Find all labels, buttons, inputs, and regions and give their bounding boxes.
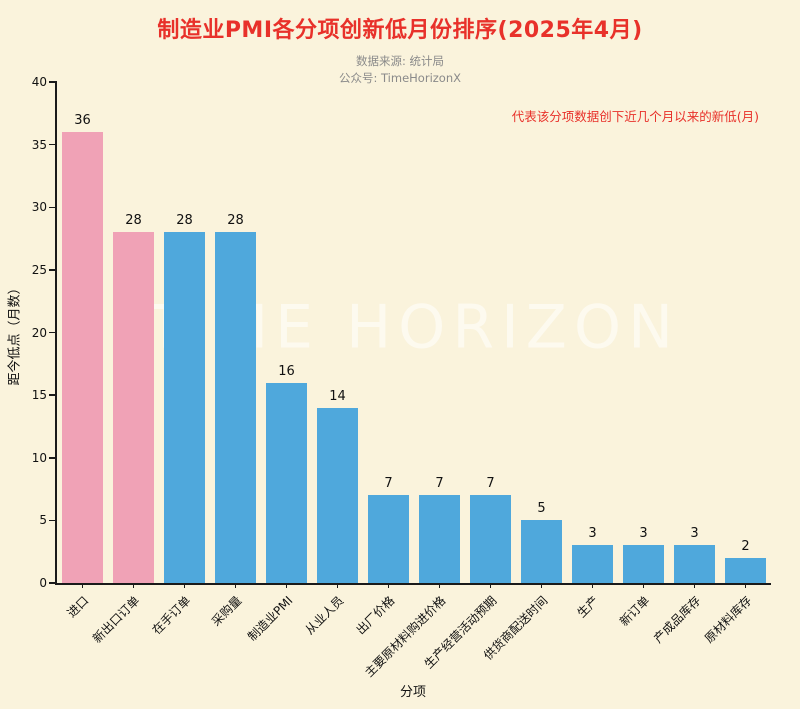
y-tick-label: 40 [31, 75, 47, 89]
bar-value-label: 7 [486, 476, 495, 492]
bar-value-label: 5 [537, 501, 546, 517]
y-tick-label: 0 [39, 576, 47, 590]
x-tick-label: 新订单 [617, 593, 653, 629]
plot-area: TIME HORIZON 代表该分项数据创下近几个月以来的新低(月) 36 28 2… [32, 75, 771, 680]
bar-value-label: 28 [227, 213, 244, 229]
x-tick-label: 产成品库存 [651, 593, 704, 646]
x-tick-mark [438, 583, 441, 588]
bar-value-label: 3 [588, 526, 597, 542]
bar-value-label: 16 [278, 363, 295, 379]
y-tick-label: 35 [31, 137, 47, 152]
x-tick-label: 制造业PMI [245, 593, 296, 644]
y-tick-mark [49, 457, 57, 459]
bar [419, 495, 460, 583]
bar [62, 132, 103, 583]
bars-container: 36 28 28 28 16 14 7 7 7 5 3 3 3 2 [57, 82, 771, 583]
y-tick-mark [49, 582, 57, 584]
x-tick-mark [183, 583, 186, 588]
y-tick-label: 5 [39, 513, 47, 528]
x-tick-mark [336, 583, 339, 588]
subtitle-source: 数据来源: 统计局 [355, 54, 445, 68]
x-tick-label: 原材料库存 [702, 593, 755, 646]
bar [266, 382, 307, 583]
x-tick-mark [489, 583, 492, 588]
y-tick-label: 30 [31, 200, 47, 215]
bar [317, 407, 358, 583]
x-tick-mark [591, 583, 594, 588]
y-axis-label-text: 距今低点（月数） [7, 281, 23, 386]
bar-value-label: 7 [435, 476, 444, 492]
bar [164, 232, 205, 583]
bar [623, 545, 664, 583]
x-axis-ticks: 进口 新出口订单 在手订单 采购量 制造业PMI 从业人员 出厂价格 主要原材料购进价格 生产经… [57, 583, 771, 680]
annotation-note: 代表该分项数据创下近几个月以来的新低(月) [511, 109, 759, 124]
bar [674, 545, 715, 583]
x-tick-mark [387, 583, 390, 588]
subtitle-account: 公众号: TimeHorizonX [338, 71, 462, 86]
x-tick-mark [693, 583, 696, 588]
y-tick-mark [49, 331, 57, 334]
y-tick-mark [49, 519, 57, 522]
y-tick-label: 15 [31, 388, 47, 403]
chart-title: 制造业PMI各分项创新低月份排序(2025年4月) [157, 18, 643, 43]
x-tick-label: 进口 [64, 593, 92, 621]
y-tick-mark [49, 394, 57, 396]
bar-value-label: 14 [329, 388, 346, 404]
y-tick-label: 10 [31, 450, 47, 465]
x-tick-label: 采购量 [209, 593, 245, 629]
x-tick-label: 在手订单 [149, 593, 194, 638]
bar [572, 545, 613, 583]
y-tick-mark [49, 206, 57, 208]
x-tick-mark [540, 583, 543, 588]
y-tick-mark [49, 143, 57, 146]
x-tick-mark [285, 583, 288, 588]
x-tick-label: 从业人员 [302, 593, 347, 638]
y-axis-label: 距今低点（月数） [2, 82, 24, 585]
bar-value-label: 36 [74, 113, 91, 129]
y-tick-mark [49, 269, 57, 271]
bar [521, 520, 562, 583]
bar [215, 232, 256, 583]
x-tick-label: 生产 [574, 593, 602, 621]
bar [725, 557, 766, 583]
bar-value-label: 28 [125, 213, 142, 229]
y-tick-mark [49, 81, 57, 83]
bar-value-label: 2 [741, 538, 750, 554]
x-tick-label: 新出口订单 [90, 593, 143, 646]
bar [470, 495, 511, 583]
bar-value-label: 3 [639, 526, 648, 542]
bar-value-label: 3 [690, 526, 699, 542]
chart-subtitle: 数据来源: 统计局 公众号: TimeHorizonX [0, 53, 800, 88]
x-tick-mark [744, 583, 747, 588]
bar-value-label: 7 [384, 476, 393, 492]
bar [368, 495, 409, 583]
x-axis-label: 分项 [399, 685, 426, 700]
x-tick-mark [132, 583, 135, 588]
y-tick-label: 20 [31, 325, 47, 340]
y-tick-label: 25 [31, 262, 47, 277]
x-tick-mark [642, 583, 645, 588]
x-tick-mark [81, 583, 84, 588]
bar [113, 232, 154, 583]
bar-value-label: 28 [176, 213, 193, 229]
x-tick-label: 出厂价格 [353, 593, 398, 638]
x-tick-mark [234, 583, 237, 588]
